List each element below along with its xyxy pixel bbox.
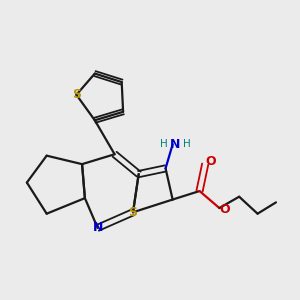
Text: S: S: [72, 88, 81, 101]
Text: H: H: [160, 139, 167, 149]
Text: O: O: [220, 203, 230, 216]
Text: N: N: [170, 138, 181, 151]
Text: S: S: [128, 206, 137, 219]
Text: H: H: [184, 139, 191, 149]
Text: N: N: [92, 221, 103, 234]
Text: O: O: [205, 155, 216, 168]
